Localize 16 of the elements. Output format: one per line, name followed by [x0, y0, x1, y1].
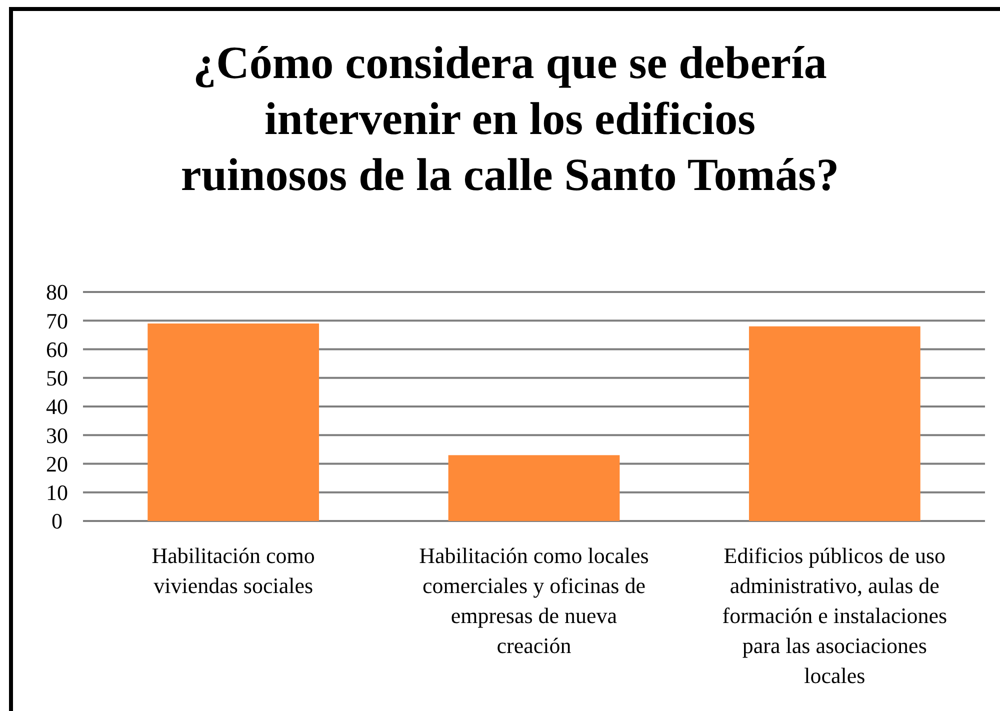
- y-tick-label: 20: [46, 451, 68, 476]
- bar: [448, 455, 620, 521]
- bar: [148, 323, 320, 521]
- chart-title: ¿Cómo considera que se debería intervenir en los edificios ruinosos de la calle Santo Tomás?: [180, 37, 840, 200]
- y-tick-label: 40: [46, 394, 68, 420]
- y-tick-label: 70: [46, 308, 68, 334]
- bar: [748, 326, 920, 521]
- y-tick-label: 80: [46, 280, 68, 305]
- y-tick-label: 10: [46, 480, 68, 506]
- x-tick-label: Edificios públicos de uso administrativo, aulas de formación e instalaciones para las asociaciones locales: [722, 543, 948, 688]
- y-tick-label: 50: [46, 366, 68, 391]
- y-tick-label: 60: [46, 336, 68, 362]
- x-tick-label: Habilitación como locales comerciales y oficinas de empresas de nueva creación: [419, 543, 649, 658]
- y-tick-label: 30: [46, 422, 68, 448]
- y-tick-label: 0: [52, 508, 62, 534]
- x-tick-label: Habilitación como viviendas sociales: [152, 543, 315, 598]
